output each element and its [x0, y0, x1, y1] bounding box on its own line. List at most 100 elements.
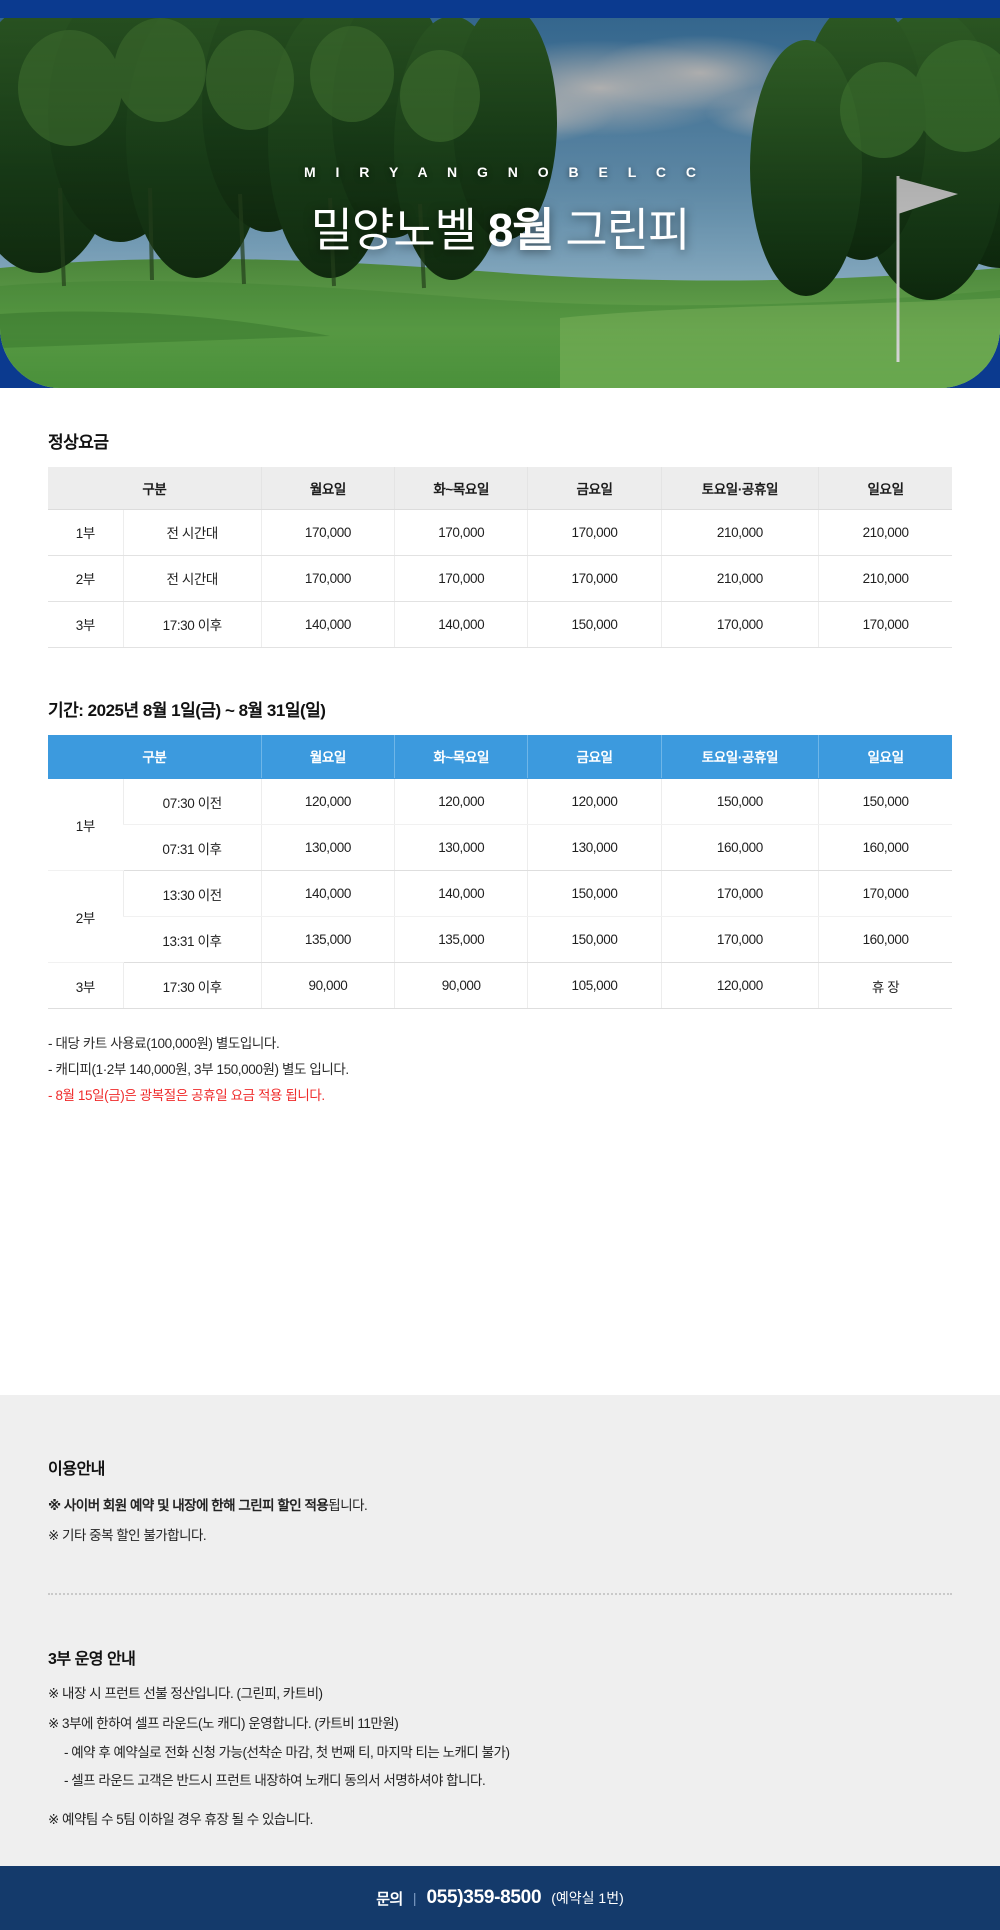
- cell-mon: 120,000: [260, 778, 395, 825]
- cell-fri: 170,000: [527, 509, 662, 556]
- info-panel-inner: 이용안내 ※ 사이버 회원 예약 및 내장에 한해 그린피 할인 적용됩니다. …: [0, 1395, 1000, 1835]
- table-row: 07:31 이후 130,000 130,000 130,000 160,000…: [48, 824, 952, 871]
- cell-tue-thu: 130,000: [394, 824, 528, 871]
- table-header-row: 구분 월요일 화~목요일 금요일 토요일·공휴일 일요일: [48, 467, 952, 510]
- footer-phone-number[interactable]: 055)359-8500: [426, 1887, 542, 1908]
- cell-time: 13:30 이전: [122, 870, 262, 917]
- table-header-row: 구분 월요일 화~목요일 금요일 토요일·공휴일 일요일: [48, 734, 952, 779]
- part3-guide-line-1: ※ 내장 시 프런트 선불 정산입니다. (그린피, 카트비): [48, 1686, 323, 1701]
- cell-mon: 130,000: [260, 824, 395, 871]
- note-cart-fee: - 대당 카트 사용료(100,000원) 별도입니다.: [48, 1036, 280, 1051]
- usage-guide-line-1: ※ 사이버 회원 예약 및 내장에 한해 그린피 할인 적용됩니다.: [48, 1491, 952, 1521]
- cell-sat-hol: 170,000: [660, 870, 819, 917]
- col-header-mon: 월요일: [260, 467, 395, 510]
- part3-guide-title: 3부 운영 안내: [48, 1651, 136, 1668]
- cell-sat-hol: 210,000: [660, 555, 819, 602]
- footer-contact-bar: 문의 | 055)359-8500 (예약실 1번): [0, 1866, 1000, 1930]
- cell-fri: 170,000: [527, 555, 662, 602]
- cell-part: 2부: [48, 870, 124, 963]
- section-divider: [48, 1593, 952, 1595]
- part3-guide-sub-2: - 셀프 라운드 고객은 반드시 프런트 내장하여 노캐디 동의서 서명하셔야 …: [64, 1773, 486, 1788]
- cell-mon: 170,000: [260, 509, 395, 556]
- cell-time: 17:30 이후: [122, 601, 262, 648]
- promo-period-title: 기간: 2025년 8월 1일(금) ~ 8월 31일(일): [48, 700, 326, 720]
- hero-banner: M I R Y A N G N O B E L C C 밀양노벨 8월 그린피: [0, 18, 1000, 388]
- cell-tue-thu: 135,000: [394, 916, 528, 963]
- cell-sun: 160,000: [818, 916, 952, 963]
- cell-sun: 휴 장: [818, 962, 952, 1009]
- cell-time: 13:31 이후: [123, 916, 262, 963]
- info-panel: 이용안내 ※ 사이버 회원 예약 및 내장에 한해 그린피 할인 적용됩니다. …: [0, 1395, 1000, 1866]
- hero-section: M I R Y A N G N O B E L C C 밀양노벨 8월 그린피: [0, 0, 1000, 388]
- cell-mon: 140,000: [260, 601, 395, 648]
- cell-part: 2부: [48, 555, 124, 602]
- col-header-sun: 일요일: [818, 734, 952, 779]
- content-area: 정상요금 구분 월요일 화~목요일 금요일 토요일·공휴일 일요일 1부 전 시…: [0, 428, 1000, 1109]
- cell-tue-thu: 170,000: [394, 509, 528, 556]
- table-row: 2부 전 시간대 170,000 170,000 170,000 210,000…: [48, 555, 952, 602]
- cell-mon: 140,000: [260, 870, 395, 917]
- cell-mon: 90,000: [260, 962, 395, 1009]
- cell-sat-hol: 160,000: [660, 824, 819, 871]
- cell-tue-thu: 140,000: [394, 601, 528, 648]
- usage-guide-line-1-tail: 됩니다.: [328, 1498, 368, 1513]
- col-header-sun: 일요일: [818, 467, 952, 510]
- note-caddie-fee: - 캐디피(1·2부 140,000원, 3부 150,000원) 별도 입니다…: [48, 1062, 349, 1077]
- hero-text-block: M I R Y A N G N O B E L C C 밀양노벨 8월 그린피: [0, 18, 1000, 388]
- hero-title-prefix: 밀양노벨: [310, 204, 488, 256]
- cell-sun: 210,000: [818, 509, 952, 556]
- cell-fri: 150,000: [527, 916, 662, 963]
- cell-time: 07:30 이전: [122, 778, 262, 825]
- col-header-mon: 월요일: [260, 734, 395, 779]
- cell-part: 1부: [48, 509, 124, 556]
- cell-part: 3부: [48, 962, 124, 1009]
- usage-guide-line-1-bold: ※ 사이버 회원 예약 및 내장에 한해 그린피 할인 적용: [48, 1498, 329, 1513]
- table-row: 1부 07:30 이전 120,000 120,000 120,000 150,…: [48, 778, 952, 871]
- col-header-sat-hol: 토요일·공휴일: [660, 467, 819, 510]
- usage-guide-line-2: ※ 기타 중복 할인 불가합니다.: [48, 1528, 207, 1543]
- hero-eyebrow: M I R Y A N G N O B E L C C: [303, 164, 705, 180]
- table-row: 3부 17:30 이후 90,000 90,000 105,000 120,00…: [48, 962, 952, 1009]
- part3-guide-sub-1: - 예약 후 예약실로 전화 신청 가능(선착순 마감, 첫 번째 티, 마지막…: [64, 1745, 510, 1760]
- table-row: 13:31 이후 135,000 135,000 150,000 170,000…: [48, 916, 952, 963]
- page-title: 밀양노벨 8월 그린피: [310, 194, 691, 260]
- promo-rate-table: 구분 월요일 화~목요일 금요일 토요일·공휴일 일요일 1부 07:30 이전…: [48, 734, 952, 1009]
- cell-tue-thu: 170,000: [394, 555, 528, 602]
- col-header-fri: 금요일: [527, 467, 662, 510]
- notes-list: - 대당 카트 사용료(100,000원) 별도입니다. - 캐디피(1·2부 …: [48, 1031, 952, 1109]
- normal-rate-table: 구분 월요일 화~목요일 금요일 토요일·공휴일 일요일 1부 전 시간대 17…: [48, 467, 952, 648]
- hero-title-strong: 8월: [487, 204, 555, 256]
- cell-tue-thu: 140,000: [394, 870, 528, 917]
- cell-time: 전 시간대: [122, 555, 262, 602]
- cell-mon: 170,000: [260, 555, 395, 602]
- cell-sun: 160,000: [818, 824, 952, 871]
- cell-sun: 150,000: [818, 778, 952, 825]
- col-header-fri: 금요일: [527, 734, 662, 779]
- cell-part: 1부: [48, 778, 124, 871]
- cell-sat-hol: 210,000: [660, 509, 819, 556]
- hero-title-suffix: 그린피: [553, 204, 690, 256]
- hero-top-bar: [0, 0, 1000, 18]
- cell-fri: 150,000: [527, 601, 662, 648]
- cell-time: 17:30 이후: [122, 962, 262, 1009]
- table-row: 3부 17:30 이후 140,000 140,000 150,000 170,…: [48, 601, 952, 648]
- cell-sun: 170,000: [818, 870, 952, 917]
- col-header-tue-thu: 화~목요일: [394, 467, 528, 510]
- cell-fri: 120,000: [527, 778, 662, 825]
- footer-phone-ext: (예약실 1번): [551, 1890, 624, 1906]
- normal-rate-title: 정상요금: [48, 433, 109, 452]
- cell-fri: 150,000: [527, 870, 662, 917]
- table-row: 1부 전 시간대 170,000 170,000 170,000 210,000…: [48, 509, 952, 556]
- usage-guide-title: 이용안내: [48, 1461, 105, 1478]
- col-header-part: 구분: [48, 734, 262, 779]
- note-holiday-alert: - 8월 15일(금)은 광복절은 공휴일 요금 적용 됩니다.: [48, 1088, 325, 1103]
- cell-sat-hol: 150,000: [660, 778, 819, 825]
- part3-guide-line-2: ※ 3부에 한하여 셀프 라운드(노 캐디) 운영합니다. (카트비 11만원): [48, 1716, 399, 1731]
- cell-part: 3부: [48, 601, 124, 648]
- cell-time: 07:31 이후: [123, 824, 262, 871]
- col-header-part: 구분: [48, 467, 262, 510]
- cell-fri: 130,000: [527, 824, 662, 871]
- table-row: 2부 13:30 이전 140,000 140,000 150,000 170,…: [48, 870, 952, 963]
- cell-sat-hol: 170,000: [660, 601, 819, 648]
